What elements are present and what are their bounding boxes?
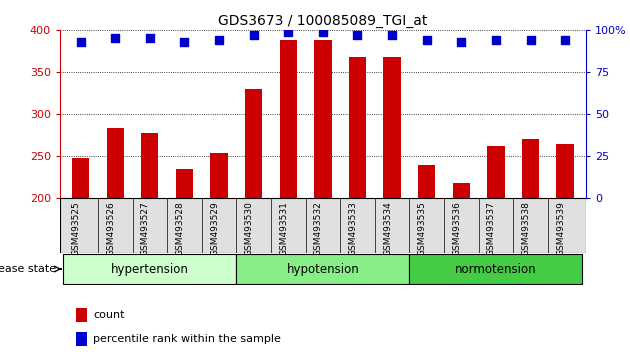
Text: GSM493531: GSM493531 [279,201,289,256]
Bar [349,57,366,198]
Bar [410,254,583,284]
Point [76,39,86,45]
Point [284,29,294,35]
Point [352,32,362,38]
Text: GSM493538: GSM493538 [522,201,530,256]
Bar [280,40,297,198]
Bar [556,144,574,198]
Point [110,36,120,41]
Text: GSM493532: GSM493532 [314,201,323,256]
Text: hypotension: hypotension [287,263,359,275]
Bar [236,254,410,284]
Text: GSM493529: GSM493529 [210,201,219,256]
Title: GDS3673 / 100085089_TGI_at: GDS3673 / 100085089_TGI_at [218,14,428,28]
Point [180,39,190,45]
Point [560,37,570,43]
Bar [314,40,331,198]
Text: GSM493535: GSM493535 [418,201,427,256]
Bar [72,158,89,198]
Point [387,32,397,38]
Bar [76,308,87,322]
Bar [487,146,505,198]
Point [491,37,501,43]
Text: GSM493539: GSM493539 [556,201,565,256]
Bar [418,165,435,198]
Bar [384,57,401,198]
Bar [210,153,227,198]
Point [145,36,155,41]
Text: GSM493527: GSM493527 [141,201,150,256]
Text: normotension: normotension [455,263,537,275]
Bar [106,127,124,198]
Point [318,29,328,35]
Bar [522,139,539,198]
Bar [63,254,236,284]
Point [249,32,259,38]
Point [421,37,432,43]
Text: GSM493536: GSM493536 [452,201,461,256]
Text: GSM493534: GSM493534 [383,201,392,256]
Text: hypertension: hypertension [111,263,189,275]
Text: disease state: disease state [0,264,57,274]
Text: GSM493528: GSM493528 [175,201,185,256]
Text: percentile rank within the sample: percentile rank within the sample [93,333,281,344]
Bar [141,133,159,198]
Text: GSM493537: GSM493537 [487,201,496,256]
Bar [453,183,470,198]
Bar [176,169,193,198]
Text: GSM493530: GSM493530 [244,201,254,256]
Text: GSM493525: GSM493525 [72,201,81,256]
Bar [76,332,87,346]
Point [525,37,536,43]
Bar [60,198,586,253]
Bar [245,89,262,198]
Text: count: count [93,310,125,320]
Text: GSM493533: GSM493533 [348,201,357,256]
Text: GSM493526: GSM493526 [106,201,115,256]
Point [214,37,224,43]
Point [456,39,466,45]
